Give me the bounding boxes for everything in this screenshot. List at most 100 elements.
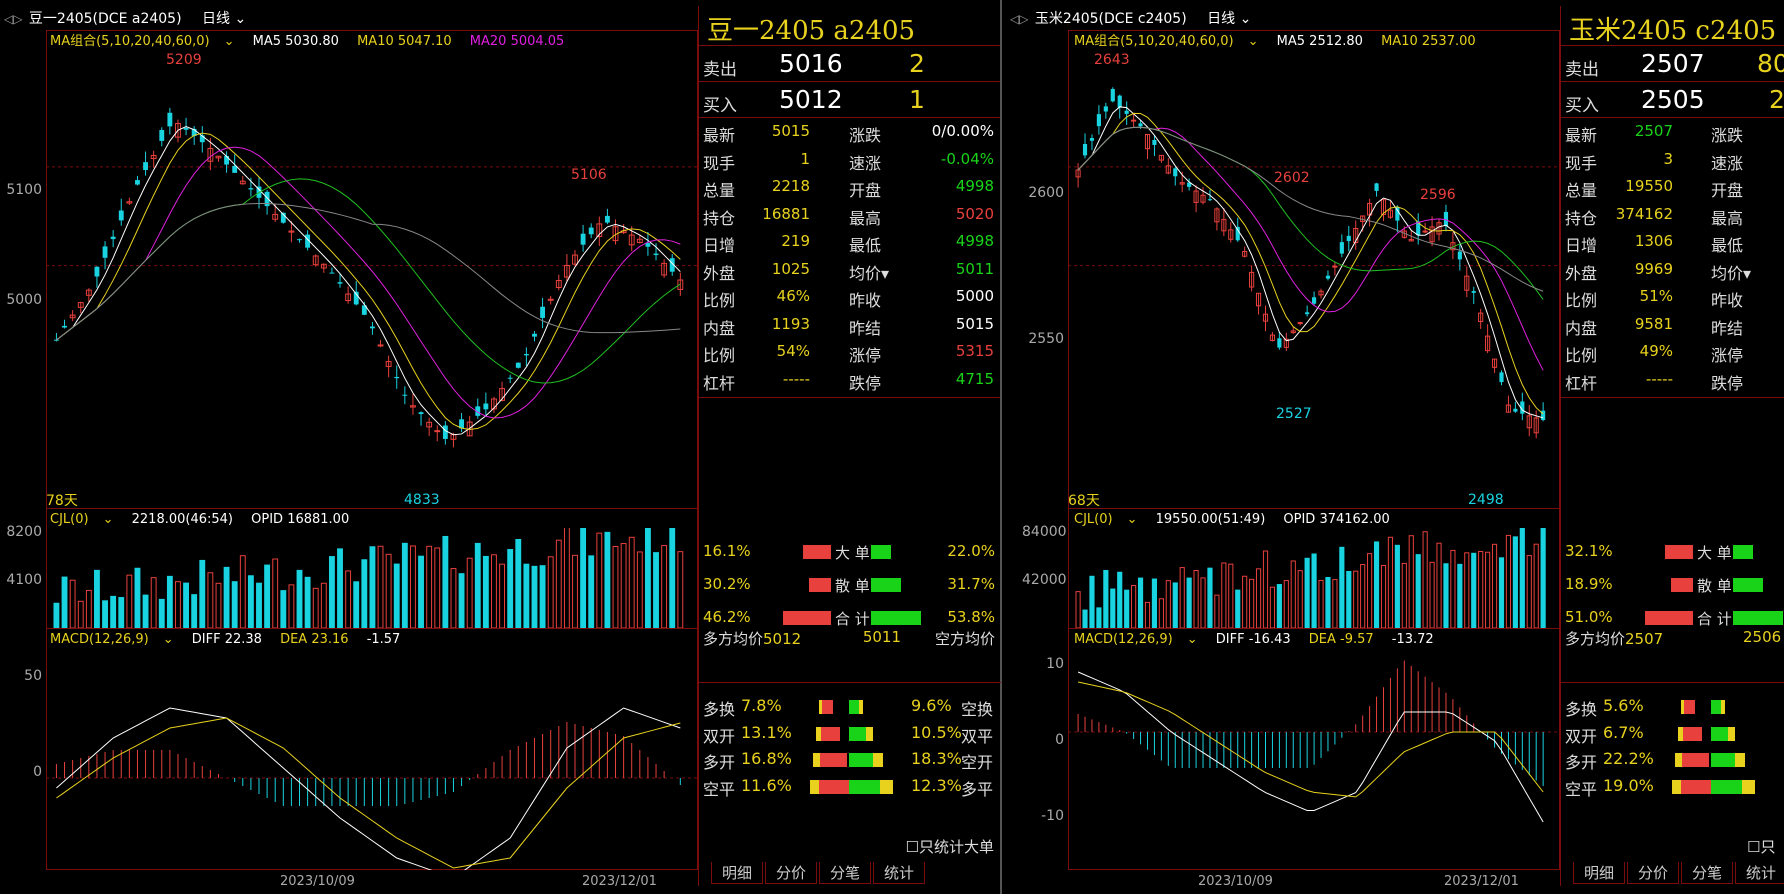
checkbox-icon[interactable]: ☐ <box>905 838 919 856</box>
volume-indicator[interactable]: CJL(0) ⌄ <box>1074 512 1138 527</box>
dea-value: DEA 23.16 <box>280 632 349 647</box>
flow-buy-bar <box>803 545 831 559</box>
period-label: 日线 <box>1207 11 1236 27</box>
big-only-toggle[interactable]: ☐只统计大单 <box>906 836 994 857</box>
stat-value: 2507 <box>1634 122 1673 140</box>
candle-down <box>280 212 286 223</box>
tab-tick[interactable]: 分笔 <box>1681 862 1734 884</box>
change-row: 空平 19.0% <box>1561 774 1784 801</box>
candle-down <box>191 128 197 136</box>
change-bar-short <box>1711 726 1735 741</box>
stat-label[interactable]: 均价▾ <box>849 263 890 283</box>
volume-chart[interactable] <box>46 528 698 628</box>
macd-legend: MACD(12,26,9) ⌄ DIFF 22.38 DEA 23.16 -1.5… <box>50 632 414 647</box>
tab-stats[interactable]: 统计 <box>873 862 926 884</box>
macd-chart[interactable] <box>1068 648 1560 870</box>
bid-row[interactable]: 买入 5012 1 <box>699 82 1000 118</box>
volume-bar <box>377 545 384 628</box>
tab-price[interactable]: 分价 <box>1627 862 1680 884</box>
candle-down <box>540 306 546 318</box>
volume-bar <box>1082 609 1088 628</box>
panel-separator[interactable] <box>1000 0 1002 894</box>
stat-value: 0/0.00% <box>931 122 994 140</box>
volume-bar <box>1471 552 1477 628</box>
ma10-line <box>1077 112 1544 415</box>
ask-row[interactable]: 卖出 2507 80 <box>1561 46 1784 82</box>
change-pct: 6.7% <box>1603 722 1644 742</box>
stat-label: 涨停 <box>1711 346 1744 365</box>
ma-indicator[interactable]: MA组合(5,10,20,40,60,0) ⌄ <box>50 34 235 49</box>
stats-row: 日增 219 最低 4998 <box>699 228 1000 256</box>
ask-label: 卖出 <box>703 60 737 80</box>
candle-down <box>143 162 148 170</box>
macd-indicator[interactable]: MACD(12,26,9) ⌄ <box>1074 632 1198 647</box>
checkbox-icon[interactable]: ☐ <box>1747 838 1761 856</box>
candle-down <box>102 246 108 258</box>
volume-bar <box>1485 551 1491 628</box>
big-only-toggle[interactable]: ☐只 <box>1747 836 1775 857</box>
change-bar-long <box>1678 726 1702 741</box>
dea-line <box>1077 681 1544 798</box>
volume-chart[interactable] <box>1068 528 1560 628</box>
tab-tick[interactable]: 分笔 <box>819 862 872 884</box>
candle-up <box>434 430 441 433</box>
dea-value: DEA -9.57 <box>1308 632 1374 647</box>
macd-indicator[interactable]: MACD(12,26,9) ⌄ <box>50 632 174 647</box>
stat-value: 5015 <box>955 314 994 333</box>
volume-bar <box>126 574 133 628</box>
tab-detail[interactable]: 明细 <box>1573 862 1626 884</box>
volume-legend: CJL(0) ⌄ 19550.00(51:49) OPID 374162.00 <box>1074 512 1404 527</box>
volume-bar <box>1124 589 1130 628</box>
macd-tick: 10 <box>1046 656 1064 672</box>
flow-sell-bar <box>1733 611 1783 625</box>
flow-buy-pct: 46.2% <box>703 608 751 626</box>
stat-label: 杠杆 <box>703 373 736 393</box>
chart-switch-icon[interactable]: ◁▷ <box>4 12 23 26</box>
ma-indicator-label: MA组合(5,10,20,40,60,0) <box>1074 34 1234 49</box>
period-select[interactable]: 日线 ⌄ <box>202 11 246 27</box>
change-pct: 19.0% <box>1603 775 1654 795</box>
ask-row[interactable]: 卖出 5016 2 <box>699 46 1000 82</box>
contract-name: 玉米2405 c2405 <box>1561 6 1784 46</box>
stat-value: 4998 <box>955 232 994 250</box>
period-select[interactable]: 日线 ⌄ <box>1207 11 1251 27</box>
change-pct: 11.6% <box>741 775 792 795</box>
volume-indicator[interactable]: CJL(0) ⌄ <box>50 512 114 527</box>
low-label: 2498 <box>1468 492 1504 508</box>
stat-value: 3 <box>1663 149 1673 168</box>
kline-chart[interactable] <box>46 40 698 510</box>
kline-chart[interactable] <box>1068 40 1560 510</box>
candle-up <box>1485 335 1491 352</box>
volume-bar <box>596 532 603 628</box>
chart-title-bar: ◁▷ 玉米2405(DCE c2405) 日线 ⌄ <box>1006 0 1251 34</box>
macd-chart[interactable] <box>46 648 698 870</box>
tab-price[interactable]: 分价 <box>765 862 818 884</box>
candle-down <box>1339 242 1344 254</box>
volume-bar <box>1346 570 1352 628</box>
tab-stats[interactable]: 统计 <box>1735 862 1784 884</box>
bid-row[interactable]: 买入 2505 2 <box>1561 82 1784 118</box>
ma20-line <box>56 146 681 419</box>
volume-bar <box>1207 567 1213 628</box>
candle-up <box>288 230 295 233</box>
macd-legend: MACD(12,26,9) ⌄ DIFF -16.43 DEA -9.57 -13… <box>1074 632 1448 647</box>
volume-bar <box>110 595 117 628</box>
change-row: 双开 13.1% 10.5% 双平 <box>699 721 1001 748</box>
stat-value: 9581 <box>1634 314 1673 333</box>
stat-label[interactable]: 均价▾ <box>1711 263 1752 283</box>
flow-buy-bar <box>1671 578 1693 592</box>
tab-detail[interactable]: 明细 <box>711 862 764 884</box>
flow-buy-pct: 30.2% <box>703 575 751 593</box>
short-avg-value: 5011 <box>862 628 901 646</box>
chart-switch-icon[interactable]: ◁▷ <box>1010 12 1029 26</box>
flow-label: 散 单 <box>1697 577 1732 595</box>
volume-bar <box>1297 570 1303 628</box>
volume-bar <box>1117 571 1123 628</box>
ma-indicator[interactable]: MA组合(5,10,20,40,60,0) ⌄ <box>1074 34 1259 49</box>
candle-up <box>239 180 246 185</box>
volume-bar <box>1137 577 1144 628</box>
flow-row: 32.1% 大 单 <box>1561 536 1784 569</box>
candle-down <box>1499 372 1504 383</box>
candle-down <box>1312 297 1317 304</box>
candle-down <box>1187 182 1192 187</box>
